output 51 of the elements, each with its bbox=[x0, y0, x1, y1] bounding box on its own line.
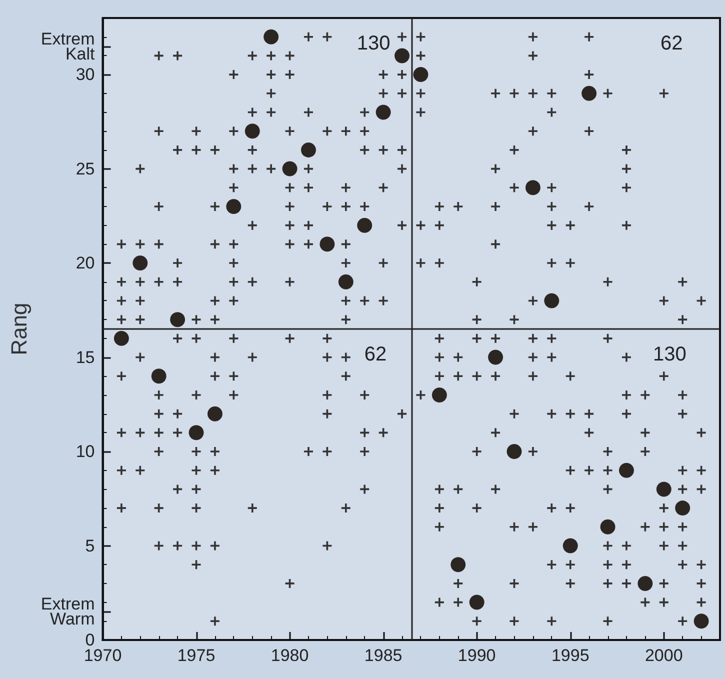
point bbox=[151, 368, 166, 384]
point bbox=[450, 557, 466, 572]
point bbox=[170, 312, 186, 328]
point bbox=[394, 48, 410, 64]
annotation: 62 bbox=[660, 32, 683, 55]
point bbox=[656, 482, 672, 497]
x-tick-label: 1995 bbox=[551, 646, 590, 665]
y-tick-label: 20 bbox=[76, 254, 95, 273]
x-tick-label: 1985 bbox=[364, 646, 402, 665]
point bbox=[282, 161, 298, 176]
annotation: 130 bbox=[356, 32, 390, 55]
y-axis-title: Rang bbox=[6, 302, 32, 356]
annotation: 62 bbox=[364, 344, 387, 366]
point bbox=[244, 124, 260, 139]
point bbox=[562, 538, 578, 554]
y-tick-label: 15 bbox=[76, 348, 95, 367]
point bbox=[338, 274, 354, 290]
x-tick-label: 1990 bbox=[458, 646, 496, 665]
y-tick-label: 30 bbox=[76, 65, 95, 84]
x-tick-label: 1980 bbox=[270, 646, 309, 665]
y-tick-label: Extrem Kalt bbox=[40, 29, 96, 64]
point bbox=[301, 142, 316, 158]
y-tick-label: 25 bbox=[76, 159, 95, 178]
point bbox=[506, 444, 522, 460]
point bbox=[544, 293, 560, 308]
point bbox=[188, 425, 204, 440]
point bbox=[618, 462, 634, 478]
y-tick-label: Extrem Warm bbox=[40, 594, 95, 629]
y-tick-label: 5 bbox=[85, 536, 95, 556]
point bbox=[638, 576, 653, 591]
point bbox=[469, 594, 484, 610]
y-tick-label: 10 bbox=[76, 442, 95, 462]
x-tick-label: 1975 bbox=[177, 646, 216, 665]
point bbox=[320, 236, 335, 252]
point bbox=[226, 198, 242, 214]
point bbox=[207, 406, 222, 422]
point bbox=[600, 519, 616, 534]
point bbox=[114, 330, 129, 346]
point bbox=[675, 500, 690, 516]
annotation: 130 bbox=[653, 344, 686, 366]
point bbox=[357, 218, 372, 233]
point bbox=[488, 350, 504, 365]
point bbox=[413, 67, 428, 82]
point bbox=[376, 104, 391, 120]
point bbox=[525, 180, 540, 196]
point bbox=[132, 256, 148, 271]
point bbox=[432, 387, 447, 402]
point bbox=[694, 614, 709, 629]
x-tick-label: 2000 bbox=[644, 646, 683, 665]
point bbox=[582, 86, 597, 101]
point bbox=[264, 29, 279, 44]
